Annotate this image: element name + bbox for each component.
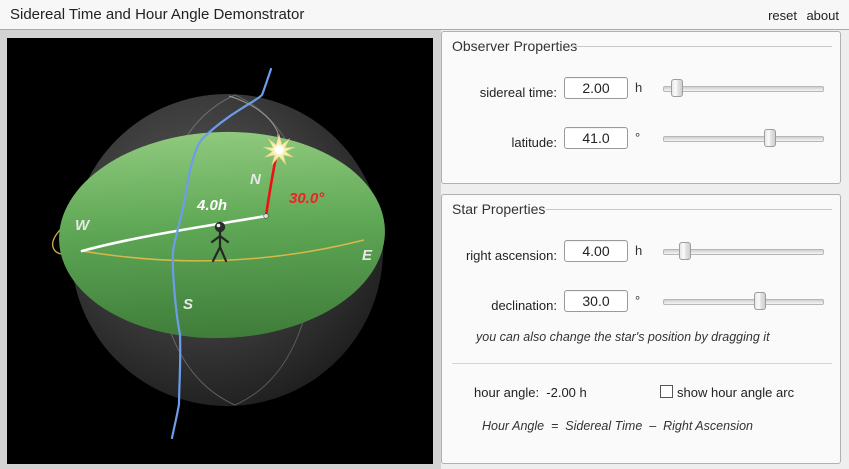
svg-text:4.0h: 4.0h [196, 197, 227, 214]
svg-text:30.0°: 30.0° [289, 190, 325, 207]
svg-text:S: S [183, 296, 193, 313]
svg-text:W: W [75, 217, 91, 234]
svg-text:N: N [250, 171, 262, 188]
svg-text:E: E [362, 247, 373, 264]
